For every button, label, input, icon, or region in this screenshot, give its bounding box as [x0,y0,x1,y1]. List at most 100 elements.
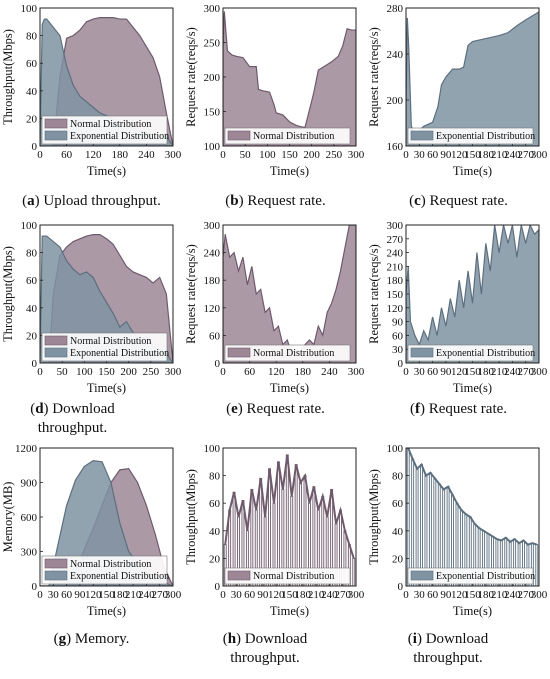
x-tick-label: 150 [281,149,298,161]
x-tick-label: 300 [531,366,548,378]
chart-panel-f: 0 30 60 90 120 150 180 210 240 270 300 0 30 60 90 120 15… [366,217,548,417]
x-tick-label: 90 [74,589,86,601]
legend-swatch [227,570,251,581]
x-tick-label: 200 [303,149,320,161]
bar [276,461,280,586]
x-tick-label: 300 [165,149,182,161]
x-tick-label: 90 [440,149,452,161]
y-tick-label: 100 [387,443,404,455]
x-tick-label: 180 [478,589,495,601]
chart-panel-e: 0 60 120 180 240 300 0 60 120 180 240 300 Time(s) Req… [183,217,365,417]
x-tick-label: 120 [268,589,285,601]
plot-area [406,448,539,586]
y-tick-label: 60 [392,498,404,510]
y-tick-label: 1200 [15,443,38,455]
bar [535,544,539,586]
x-tick-label: 100 [259,149,276,161]
x-axis-label: Time(s) [453,164,492,178]
chart-i-svg: 0 30 60 90 120150180210240270300020406080100… [367,443,548,618]
x-tick-label: 240 [504,589,521,601]
y-tick-label: 240 [387,248,404,260]
legend-box [407,567,534,585]
x-tick-label: 180 [112,149,129,161]
chart-b-svg: 0 50 100 150 200 250 300 100 150 200 250 300 Time(s)… [184,3,365,178]
y-tick-label: 60 [26,58,38,70]
plot-area [223,225,356,363]
x-tick-label: 150 [281,589,298,601]
x-tick-label: 240 [504,149,521,161]
series-line [407,448,538,546]
plot-area [223,11,356,146]
x-tick-label: 30 [414,589,426,601]
y-axis-label: Request rate(reqs/s) [367,244,381,344]
y-tick-label: 180 [387,275,404,287]
y-tick-label: 100 [204,443,221,455]
x-tick-label: 300 [531,149,548,161]
x-tick-label: 0 [37,589,43,601]
y-tick-label: 60 [209,330,221,342]
y-tick-label: 100 [204,141,221,153]
x-tick-label: 270 [151,589,168,601]
y-tick-label: 150 [204,107,221,119]
x-tick-label: 200 [120,366,137,378]
x-tick-label: 270 [517,366,534,378]
y-tick-label: 0 [398,581,404,593]
legend-swatch [44,335,68,346]
legend-swatch [227,347,251,358]
y-tick-label: 300 [204,220,221,232]
chart-d-svg: 0 50 100 150 200 250 300 0 20 40 60 80 100 Time(s) Thr… [1,220,182,395]
x-tick-label: 180 [295,589,312,601]
x-tick-label: 120 [85,589,102,601]
x-tick-label: 300 [348,589,365,601]
chart-a-svg: 0 60 120 180 240 300 0 20 40 60 80 100 Time(s) Throug… [1,3,182,178]
y-tick-label: 60 [26,275,38,287]
x-tick-label: 50 [57,366,69,378]
x-tick-label: 210 [491,366,508,378]
caption-c: (c) Request rate. [409,193,508,209]
x-axis-label: Time(s) [87,604,126,618]
chart-panel-a: 0 60 120 180 240 300 0 20 40 60 80 100 Time(s) Throug… [0,0,182,200]
y-tick-label: 60 [209,498,221,510]
x-tick-label: 0 [403,149,409,161]
legend-label: Normal Distribution [253,571,334,582]
caption-h: (h) Download throughput. [222,631,308,666]
x-tick-label: 150 [464,149,481,161]
x-tick-label: 240 [321,589,338,601]
x-tick-label: 0 [220,149,226,161]
x-axis-label: Time(s) [270,604,309,618]
caption-e: (e) Request rate. [226,401,325,417]
legend-label: Normal Distribution [70,336,151,347]
chart-panel-b: 0 50 100 150 200 250 300 100 150 200 250 300 Time(s)… [183,0,365,200]
y-tick-label: 0 [32,141,38,153]
series-area-exponential-distribution [406,11,539,146]
x-tick-label: 270 [517,149,534,161]
x-axis-label: Time(s) [270,381,309,395]
chart-panel-h: 0 30 60 90 120 150 180 210 240 270 300 0 20 40 60 80 100… [183,440,365,640]
legend: Exponential Distribution [407,567,535,585]
x-tick-label: 60 [244,589,256,601]
x-tick-label: 90 [440,366,452,378]
y-tick-label: 300 [387,220,404,232]
y-tick-label: 200 [387,95,404,107]
x-tick-label: 180 [112,589,129,601]
y-axis-label: Throughput(Mbps) [1,246,15,342]
legend-label: Normal Distribution [253,348,334,359]
y-tick-label: 150 [387,289,404,301]
y-tick-label: 40 [392,526,404,538]
x-tick-label: 0 [403,589,409,601]
x-tick-label: 120 [85,149,102,161]
bar [406,448,410,586]
legend-swatch [44,570,68,581]
x-tick-label: 60 [427,149,439,161]
series-area-exponential-distribution [406,225,539,363]
caption-f: (f) Request rate. [409,401,508,417]
y-axis-label: Throughput(Mbps) [184,469,198,565]
y-tick-label: 900 [21,478,38,490]
legend-box [407,127,534,145]
x-tick-label: 240 [138,589,155,601]
chart-c-svg: 0 30 60 90 120150180210240270300160200240280… [367,3,548,178]
y-tick-label: 20 [26,330,38,342]
bar [285,454,289,586]
y-tick-label: 60 [392,330,404,342]
y-tick-label: 200 [204,72,221,84]
